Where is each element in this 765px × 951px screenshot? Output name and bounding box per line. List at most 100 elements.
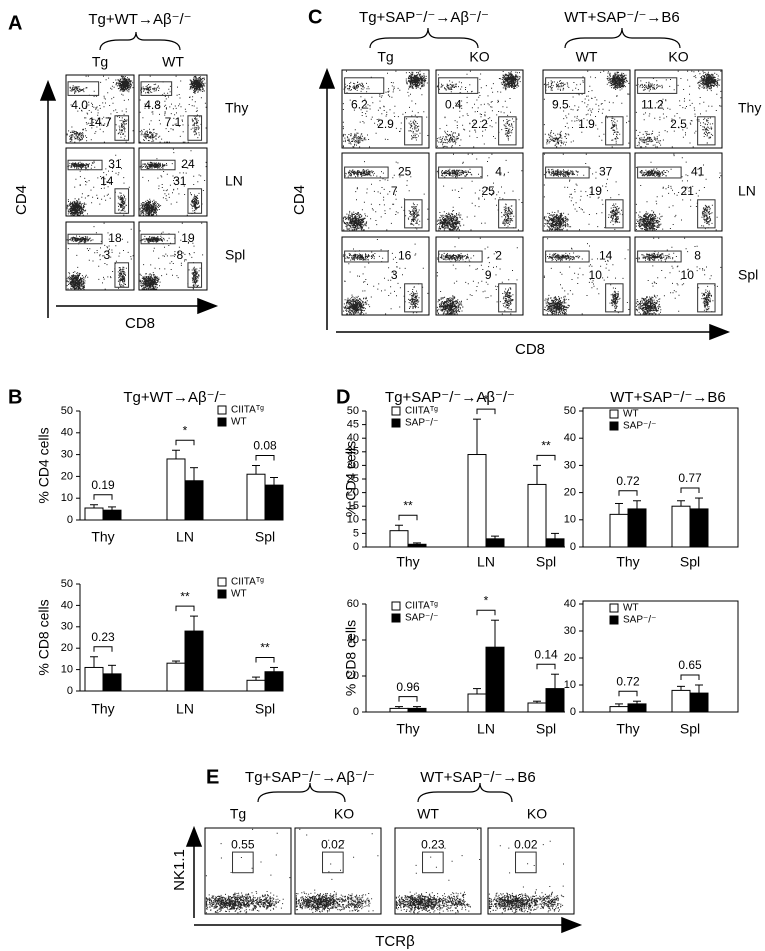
dot-cloud [342, 161, 429, 231]
legend-label: SAP⁻/⁻ [623, 421, 656, 432]
axis-label: NK1.1 [171, 849, 188, 891]
legend-label: SAP⁻/⁻ [405, 418, 438, 429]
y-tick-label: 10 [564, 679, 576, 691]
bar [467, 454, 487, 548]
y-tick-label: 10 [564, 514, 576, 526]
y-tick-label: 0 [67, 685, 73, 697]
panel-title: WT+SAP⁻/⁻→B6 [564, 9, 679, 26]
bar [389, 707, 409, 713]
panel-label: E [206, 766, 219, 788]
row-label: Spl [738, 267, 758, 283]
legend-swatch [391, 601, 401, 611]
legend-label: CIITAᵀᵍ [231, 405, 264, 416]
gate [605, 199, 624, 229]
significance-bracket [93, 646, 113, 652]
gate [545, 77, 586, 94]
y-tick-label: 25 [347, 473, 359, 485]
significance-bracket [536, 454, 556, 461]
gate-value: 7 [391, 184, 398, 198]
gate-value: 6.2 [351, 97, 368, 111]
significance-bracket [476, 609, 496, 616]
brace [417, 782, 513, 803]
brace [369, 27, 479, 49]
gate-value: 0.02 [514, 837, 538, 851]
row-label: Thy [225, 100, 248, 116]
x-tick-label: Spl [680, 721, 700, 737]
significance-bracket [255, 455, 275, 461]
y-tick-label: 60 [347, 598, 359, 610]
panel-title: Tg+WT→Aβ⁻/⁻ [123, 389, 226, 406]
gate-value: 31 [173, 174, 187, 188]
gate-value: 3 [103, 248, 110, 262]
column-label: KO [668, 49, 688, 65]
significance-bracket [175, 605, 195, 612]
legend-swatch [217, 577, 227, 587]
plot-frame [204, 827, 292, 915]
bar [609, 706, 629, 713]
legend-swatch [217, 405, 227, 415]
column-label: WT [576, 49, 598, 65]
y-tick-label: 20 [564, 487, 576, 499]
significance-label: 0.96 [396, 680, 420, 694]
arrow-head [197, 297, 219, 315]
y-tick-label: 0 [67, 514, 73, 526]
column-label: KO [469, 49, 489, 65]
row-label: LN [225, 173, 243, 189]
y-tick-label: 20 [347, 670, 359, 682]
gate [187, 262, 203, 288]
x-tick-label: LN [176, 701, 194, 717]
gate [545, 166, 590, 179]
gate-value: 21 [681, 184, 695, 198]
gate [404, 283, 423, 313]
y-tick-label: 5 [353, 527, 359, 539]
row-label: Thy [738, 100, 761, 116]
legend-label: CIITAᵀᵍ [405, 601, 438, 612]
bar [671, 505, 691, 548]
panel-title: WT+SAP⁻/⁻→B6 [610, 389, 725, 406]
y-tick-label: 50 [61, 405, 73, 417]
brace [564, 27, 681, 49]
gate [140, 159, 176, 171]
bar [485, 646, 505, 713]
significance-bracket [255, 656, 275, 663]
gate [344, 166, 389, 179]
significance-bracket [398, 696, 418, 702]
bar [671, 689, 691, 713]
dot-cloud [66, 222, 134, 290]
y-tick-label: 30 [564, 625, 576, 637]
gate [67, 233, 103, 245]
gate-value: 2.9 [377, 117, 394, 131]
row-label: LN [738, 183, 756, 199]
gate [605, 116, 624, 146]
axis-label: CD8 [515, 341, 545, 358]
y-tick-label: 40 [61, 599, 73, 611]
panel-title: WT+SAP⁻/⁻→B6 [420, 769, 535, 786]
dot-cloud [635, 70, 722, 148]
gate-value: 14.7 [88, 115, 112, 129]
gate-value: 9 [485, 268, 492, 282]
gate-value: 9.5 [552, 97, 569, 111]
y-tick-label: 20 [61, 642, 73, 654]
significance-bracket [680, 487, 700, 494]
gate [187, 188, 203, 214]
dot-cloud [543, 238, 630, 315]
significance-label: 0.08 [253, 439, 277, 453]
bar [246, 473, 266, 521]
gate [422, 851, 444, 874]
bar [166, 458, 186, 521]
gate-value: 0.23 [421, 837, 445, 851]
plot-frame [582, 407, 739, 548]
y-tick-label: 10 [61, 492, 73, 504]
y-tick-label: 10 [61, 664, 73, 676]
significance-label: * [183, 423, 188, 437]
legend-label: SAP⁻/⁻ [623, 615, 656, 626]
bar [102, 673, 122, 692]
y-tick-label: 0 [570, 541, 576, 553]
bar [264, 671, 284, 692]
y-tick-label: 30 [347, 459, 359, 471]
axis-label: CD4 [13, 185, 30, 215]
dot-cloud [635, 237, 722, 315]
y-tick-label: 40 [347, 432, 359, 444]
y-tick-label: 35 [347, 446, 359, 458]
